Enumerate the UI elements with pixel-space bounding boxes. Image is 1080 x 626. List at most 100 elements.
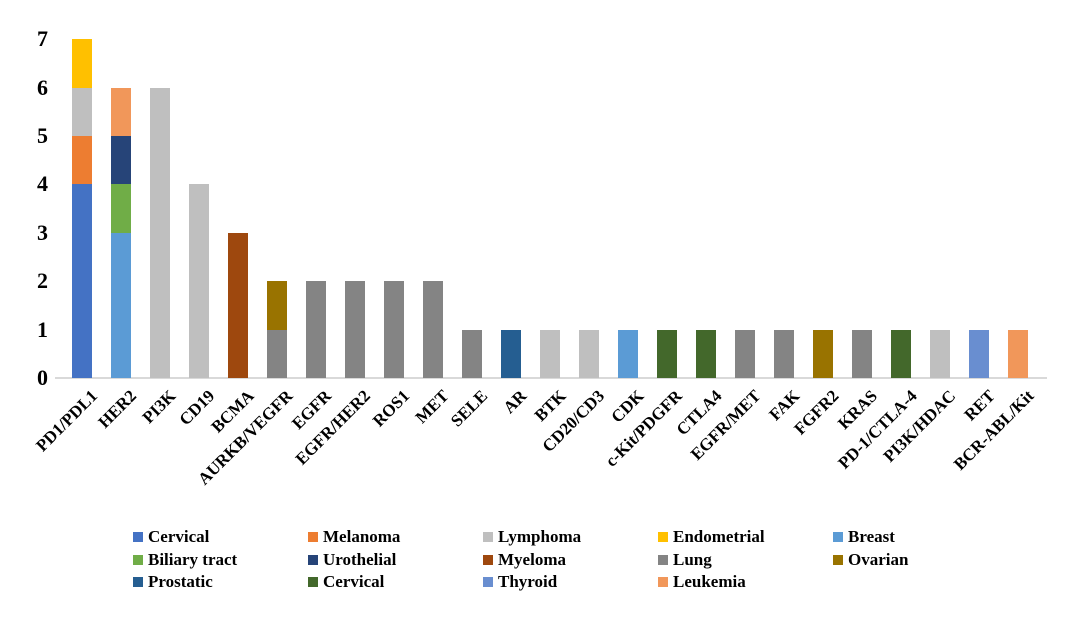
bar-cd19 [188, 184, 209, 378]
legend-item-thyroid: Thyroid [483, 572, 557, 592]
bar-aurkb-vegfr [266, 281, 287, 378]
x-tick-label: AR [499, 386, 531, 418]
legend-swatch-icon [658, 555, 668, 565]
bar-fgfr2 [812, 329, 833, 378]
legend-label: Ovarian [848, 550, 909, 569]
bar-sele [461, 329, 482, 378]
legend-label: Breast [848, 527, 895, 546]
legend-item-leukemia: Leukemia [658, 572, 746, 592]
bar-segment-lymphoma [71, 87, 92, 136]
legend-item-lung: Lung [658, 550, 712, 570]
y-tick-label: 1 [37, 316, 48, 342]
bar-segment-lymphoma [929, 329, 950, 378]
bar-egfr-her2 [344, 281, 365, 378]
bar-segment-lymphoma [578, 329, 599, 378]
legend-swatch-icon [483, 532, 493, 542]
x-tick-label: PD1/PDL1 [32, 386, 102, 456]
bar-segment-ovarian [812, 329, 833, 378]
legend-item-cervical: Cervical [308, 572, 384, 592]
bar-pd1-pdl1 [71, 39, 92, 378]
bar-ret [968, 329, 989, 378]
bar-bcma [227, 232, 248, 378]
legend-label: Melanoma [323, 527, 401, 546]
legend-swatch-icon [133, 532, 143, 542]
legend-swatch-icon [658, 532, 668, 542]
bar-segment-ovarian [266, 281, 287, 330]
legend-label: Endometrial [673, 527, 765, 546]
x-tick-label: SELE [447, 386, 492, 431]
legend-swatch-icon [833, 555, 843, 565]
bar-pd-1-ctla-4 [890, 329, 911, 378]
legend-item-breast: Breast [833, 527, 895, 547]
legend-item-cervical: Cervical [133, 527, 209, 547]
bar-segment-lung [734, 329, 755, 378]
bar-segment-lung [422, 281, 443, 378]
legend-label: Urothelial [323, 550, 397, 569]
legend-swatch-icon [833, 532, 843, 542]
bar-egfr [305, 281, 326, 378]
legend-item-melanoma: Melanoma [308, 527, 400, 547]
legend-swatch-icon [483, 555, 493, 565]
legend-label: Leukemia [673, 572, 746, 591]
bar-fak [773, 329, 794, 378]
legend-label: Cervical [148, 527, 210, 546]
legend-item-prostatic: Prostatic [133, 572, 213, 592]
bar-her2 [110, 87, 131, 378]
legend-swatch-icon [658, 577, 668, 587]
x-tick-label: MET [411, 386, 453, 428]
bar-c-kit-pdgfr [656, 329, 677, 378]
bar-segment-breast [617, 329, 638, 378]
bar-segment-lung [383, 281, 404, 378]
legend-label: Prostatic [148, 572, 213, 591]
legend-swatch-icon [133, 577, 143, 587]
bar-ctla4 [695, 329, 716, 378]
y-tick-label: 4 [37, 171, 48, 197]
bar-segment-biliary-tract [110, 184, 131, 233]
legend-item-lymphoma: Lymphoma [483, 527, 581, 547]
bar-segment-lymphoma [188, 184, 209, 378]
legend-swatch-icon [483, 577, 493, 587]
legend-item-biliary-tract: Biliary tract [133, 550, 237, 570]
bar-pi3k [149, 87, 170, 378]
bar-segment-thyroid [968, 329, 989, 378]
bar-segment-lung [344, 281, 365, 378]
legend-swatch-icon [308, 555, 318, 565]
bar-segment-lung [851, 329, 872, 378]
legend-swatch-icon [308, 577, 318, 587]
bar-segment-leukemia [1007, 329, 1028, 378]
y-tick-label: 2 [37, 268, 48, 294]
legend-label: Lymphoma [498, 527, 582, 546]
y-tick-label: 3 [37, 219, 48, 245]
legend-swatch-icon [308, 532, 318, 542]
bar-cd20-cd3 [578, 329, 599, 378]
legend-swatch-icon [133, 555, 143, 565]
bar-segment-myeloma [227, 232, 248, 378]
bar-ros1 [383, 281, 404, 378]
bar-segment-cervical [71, 184, 92, 378]
legend-label: Biliary tract [148, 550, 238, 569]
bar-segment-endometrial [71, 39, 92, 88]
y-tick-label: 6 [37, 74, 48, 100]
bar-segment-lymphoma [539, 329, 560, 378]
bar-met [422, 281, 443, 378]
bar-segment-cervical [890, 329, 911, 378]
bar-segment-cervical [656, 329, 677, 378]
bar-segment-lung [461, 329, 482, 378]
bar-btk [539, 329, 560, 378]
legend-item-urothelial: Urothelial [308, 550, 396, 570]
legend-label: Cervical [323, 572, 385, 591]
x-tick-label: PI3K [138, 386, 180, 428]
bar-segment-lung [266, 329, 287, 378]
bar-egfr-met [734, 329, 755, 378]
legend-item-endometrial: Endometrial [658, 527, 765, 547]
y-tick-label: 0 [37, 365, 48, 390]
x-tick-label: ROS1 [369, 386, 414, 431]
bar-segment-cervical [695, 329, 716, 378]
y-tick-label: 5 [37, 123, 48, 148]
bar-segment-breast [110, 232, 131, 378]
bar-segment-lung [305, 281, 326, 378]
legend-label: Myeloma [498, 550, 566, 569]
y-tick-label: 7 [37, 26, 48, 52]
legend-label: Lung [673, 550, 712, 569]
